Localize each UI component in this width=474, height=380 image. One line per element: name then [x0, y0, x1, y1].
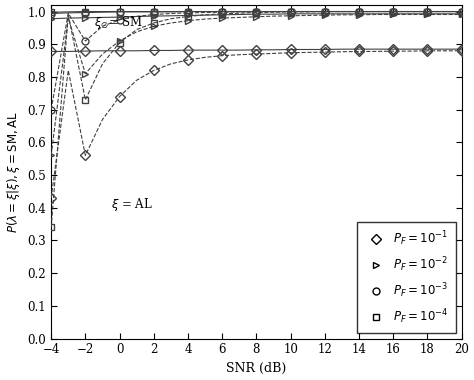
Text: $\xi_{\emptyset}$= SM: $\xi_{\emptyset}$= SM: [94, 14, 143, 31]
X-axis label: SNR (dB): SNR (dB): [226, 362, 286, 375]
Text: $\xi$ = AL: $\xi$ = AL: [111, 196, 153, 213]
Y-axis label: $P(\lambda = \xi|\xi), \xi = \mathrm{SM, AL}$: $P(\lambda = \xi|\xi), \xi = \mathrm{SM,…: [5, 111, 22, 233]
Legend: $P_F = 10^{-1}$, $P_F = 10^{-2}$, $P_F = 10^{-3}$, $P_F = 10^{-4}$: $P_F = 10^{-1}$, $P_F = 10^{-2}$, $P_F =…: [356, 222, 456, 332]
